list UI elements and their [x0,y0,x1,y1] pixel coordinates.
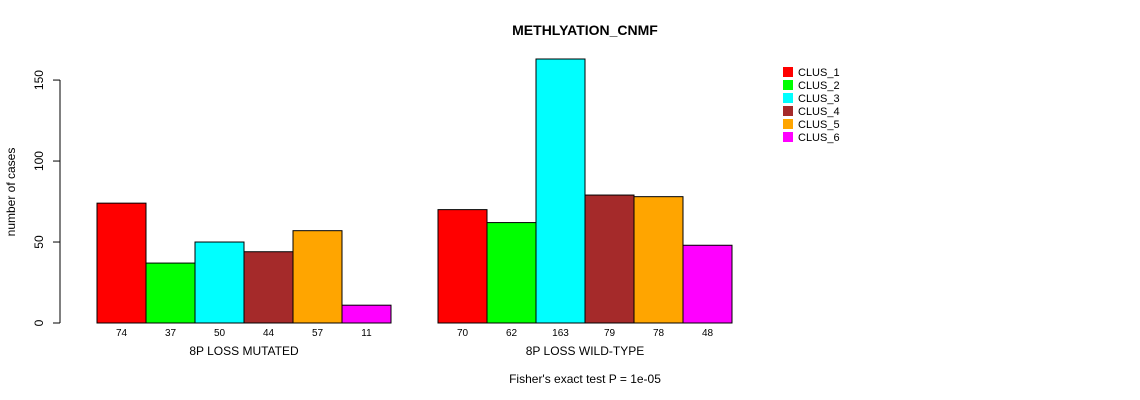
legend-label: CLUS_5 [798,119,840,131]
bar-value-label: 79 [604,328,616,339]
group-labels: 8P LOSS MUTATED 8P LOSS WILD-TYPE [189,344,644,358]
y-axis-label: number of cases [4,148,18,237]
legend-swatch [783,93,793,103]
bar-clus-1 [437,209,488,324]
legend-swatch [783,106,793,116]
bar-clus-1 [96,202,147,324]
y-axis: 0 50 100 150 [32,70,61,326]
bar-clus-6 [341,304,392,324]
y-tick-label: 0 [32,319,46,326]
bar-clus-5 [292,230,343,324]
bar-value-label: 70 [457,328,469,339]
bar-clus-3 [194,241,245,324]
group-label: 8P LOSS MUTATED [189,344,299,358]
bar-clus-5 [633,196,684,324]
bar-clus-2 [486,222,537,324]
bar-value-label: 57 [312,328,324,339]
y-tick-label: 150 [32,70,46,90]
bars: 74 37 50 44 57 11 70 62 163 79 78 48 [96,58,733,339]
bar-clus-4 [584,194,635,324]
chart-title: METHLYATION_CNMF [512,22,658,38]
y-tick-label: 100 [32,151,46,171]
bar-value-label: 11 [361,328,372,339]
y-tick-label: 50 [32,235,46,249]
legend-label: CLUS_3 [798,93,840,105]
bar-value-label: 163 [552,328,569,339]
bar-value-label: 74 [116,328,128,339]
bar-value-label: 78 [653,328,665,339]
bar-clus-2 [145,262,196,324]
fisher-test-footnote: Fisher's exact test P = 1e-05 [509,372,661,386]
legend-label: CLUS_1 [798,67,840,79]
legend-swatch [783,80,793,90]
bar-clus-3 [535,58,586,324]
legend-swatch [783,119,793,129]
legend-label: CLUS_4 [798,106,840,118]
bar-clus-6 [682,244,733,324]
legend-swatch [783,132,793,142]
legend-label: CLUS_6 [798,132,840,144]
bar-value-label: 48 [702,328,714,339]
bar-clus-4 [243,251,294,324]
bar-value-label: 37 [165,328,177,339]
bar-value-label: 62 [506,328,518,339]
bar-value-label: 44 [263,328,275,339]
group-label: 8P LOSS WILD-TYPE [526,344,644,358]
bar-value-label: 50 [214,328,226,339]
legend-swatch [783,67,793,77]
legend-label: CLUS_2 [798,80,840,92]
